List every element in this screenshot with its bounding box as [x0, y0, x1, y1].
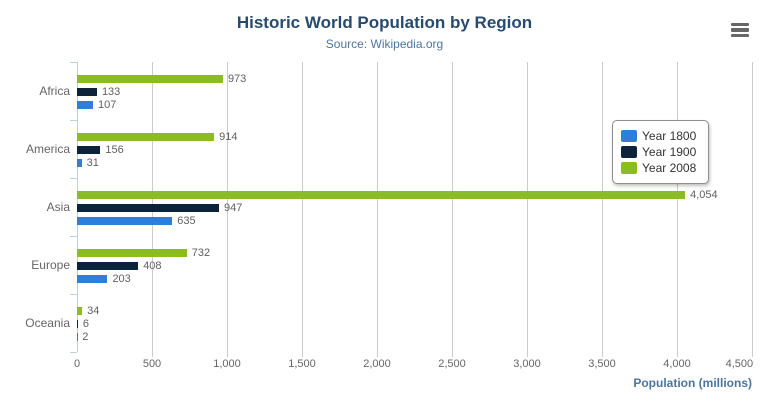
chart-subtitle: Source: Wikipedia.org — [325, 37, 444, 51]
legend-item-year-1800[interactable]: Year 1800 — [621, 129, 696, 143]
category-label: Africa — [39, 84, 70, 98]
bar-year-1900[interactable] — [77, 320, 78, 328]
x-axis-tick-label: 2,500 — [438, 358, 466, 370]
x-axis-tick-label: 1,000 — [213, 358, 241, 370]
chart-title: Historic World Population by Region — [236, 13, 533, 32]
bar-year-2008[interactable] — [77, 191, 686, 199]
y-axis-tick — [70, 236, 77, 237]
data-label: 4,054 — [690, 188, 718, 201]
y-axis-tick — [70, 62, 77, 63]
data-label: 156 — [105, 143, 124, 156]
x-axis-tick-label: 1,500 — [288, 358, 316, 370]
export-menu-button[interactable] — [728, 20, 752, 40]
y-axis-tick — [70, 294, 77, 295]
gridline — [452, 62, 453, 357]
hamburger-menu-icon — [731, 28, 749, 32]
hamburger-menu-icon — [731, 22, 749, 27]
legend-item-label: Year 2008 — [642, 161, 697, 175]
bar-year-2008[interactable] — [77, 249, 187, 257]
bar-year-1800[interactable] — [77, 159, 82, 167]
data-label: 973 — [227, 72, 247, 85]
data-label: 408 — [143, 259, 162, 272]
category-label: Oceania — [25, 316, 70, 330]
gridline — [527, 62, 528, 357]
x-axis-tick-label: 4,500 — [725, 358, 754, 370]
bar-year-2008[interactable] — [77, 75, 223, 83]
category-row: Africa 973 133 107 — [39, 62, 752, 120]
data-label: 31 — [86, 156, 99, 169]
y-axis-tick — [70, 120, 77, 121]
bar-year-1900[interactable] — [77, 262, 139, 270]
data-label: 635 — [177, 214, 196, 227]
data-label: 203 — [112, 272, 131, 285]
bar-year-1900[interactable] — [77, 88, 97, 96]
category-row: Oceania 34 6 2 — [25, 294, 752, 352]
category-row: Asia 4,054 947 635 — [47, 178, 752, 236]
y-axis-tick — [70, 352, 77, 353]
bar-year-1900[interactable] — [77, 146, 101, 154]
x-axis-tick-label: 3,500 — [588, 358, 616, 370]
bar-year-1900[interactable] — [77, 204, 220, 212]
legend-item-label: Year 1900 — [642, 145, 697, 159]
bar-year-2008[interactable] — [77, 133, 215, 141]
legend-swatch-icon — [621, 162, 637, 174]
gridline — [227, 62, 228, 357]
bar-year-2008[interactable] — [77, 307, 83, 315]
legend-item-label: Year 1800 — [642, 129, 697, 143]
data-label: 914 — [219, 130, 238, 143]
category-label: Asia — [46, 200, 70, 214]
legend-item-year-2008[interactable]: Year 2008 — [621, 161, 696, 175]
x-axis-tick-label: 4,000 — [663, 358, 691, 370]
data-label: 947 — [224, 201, 243, 214]
x-axis-tick-label: 500 — [142, 358, 162, 370]
y-axis-tick — [70, 178, 77, 179]
data-label: 6 — [82, 317, 90, 330]
legend-item-year-1900[interactable]: Year 1900 — [621, 145, 696, 159]
data-label: 2 — [82, 330, 89, 343]
category-label: Europe — [31, 258, 70, 272]
gridline — [677, 62, 678, 357]
x-axis-title: Population (millions) — [633, 376, 752, 390]
legend-swatch-icon — [621, 130, 637, 142]
data-label: 107 — [98, 98, 117, 111]
gridline — [302, 62, 303, 357]
x-axis-tick-label: 0 — [73, 358, 81, 370]
category-row: America 914 156 31 — [26, 120, 752, 178]
plot-area: Africa 973 133 107 America 914 156 31 Asia 4,054 9… — [25, 62, 753, 357]
data-label: 34 — [87, 304, 100, 317]
data-label: 732 — [191, 246, 211, 259]
legend-swatch-icon — [621, 146, 637, 158]
x-axis-tick-label: 2,000 — [363, 358, 391, 370]
hamburger-menu-icon — [731, 33, 749, 38]
legend: Year 1800 Year 1900 Year 2008 — [612, 120, 710, 184]
bar-year-1800[interactable] — [77, 275, 108, 283]
bar-year-1800[interactable] — [77, 217, 173, 225]
category-label: America — [25, 142, 70, 156]
bar-year-1800[interactable] — [77, 101, 94, 109]
x-axis-tick-label: 3,000 — [513, 358, 541, 370]
category-row: Europe 732 408 203 — [31, 236, 752, 294]
gridline — [377, 62, 378, 357]
data-label: 133 — [101, 85, 121, 98]
gridline — [602, 62, 603, 357]
gridline — [752, 62, 753, 357]
